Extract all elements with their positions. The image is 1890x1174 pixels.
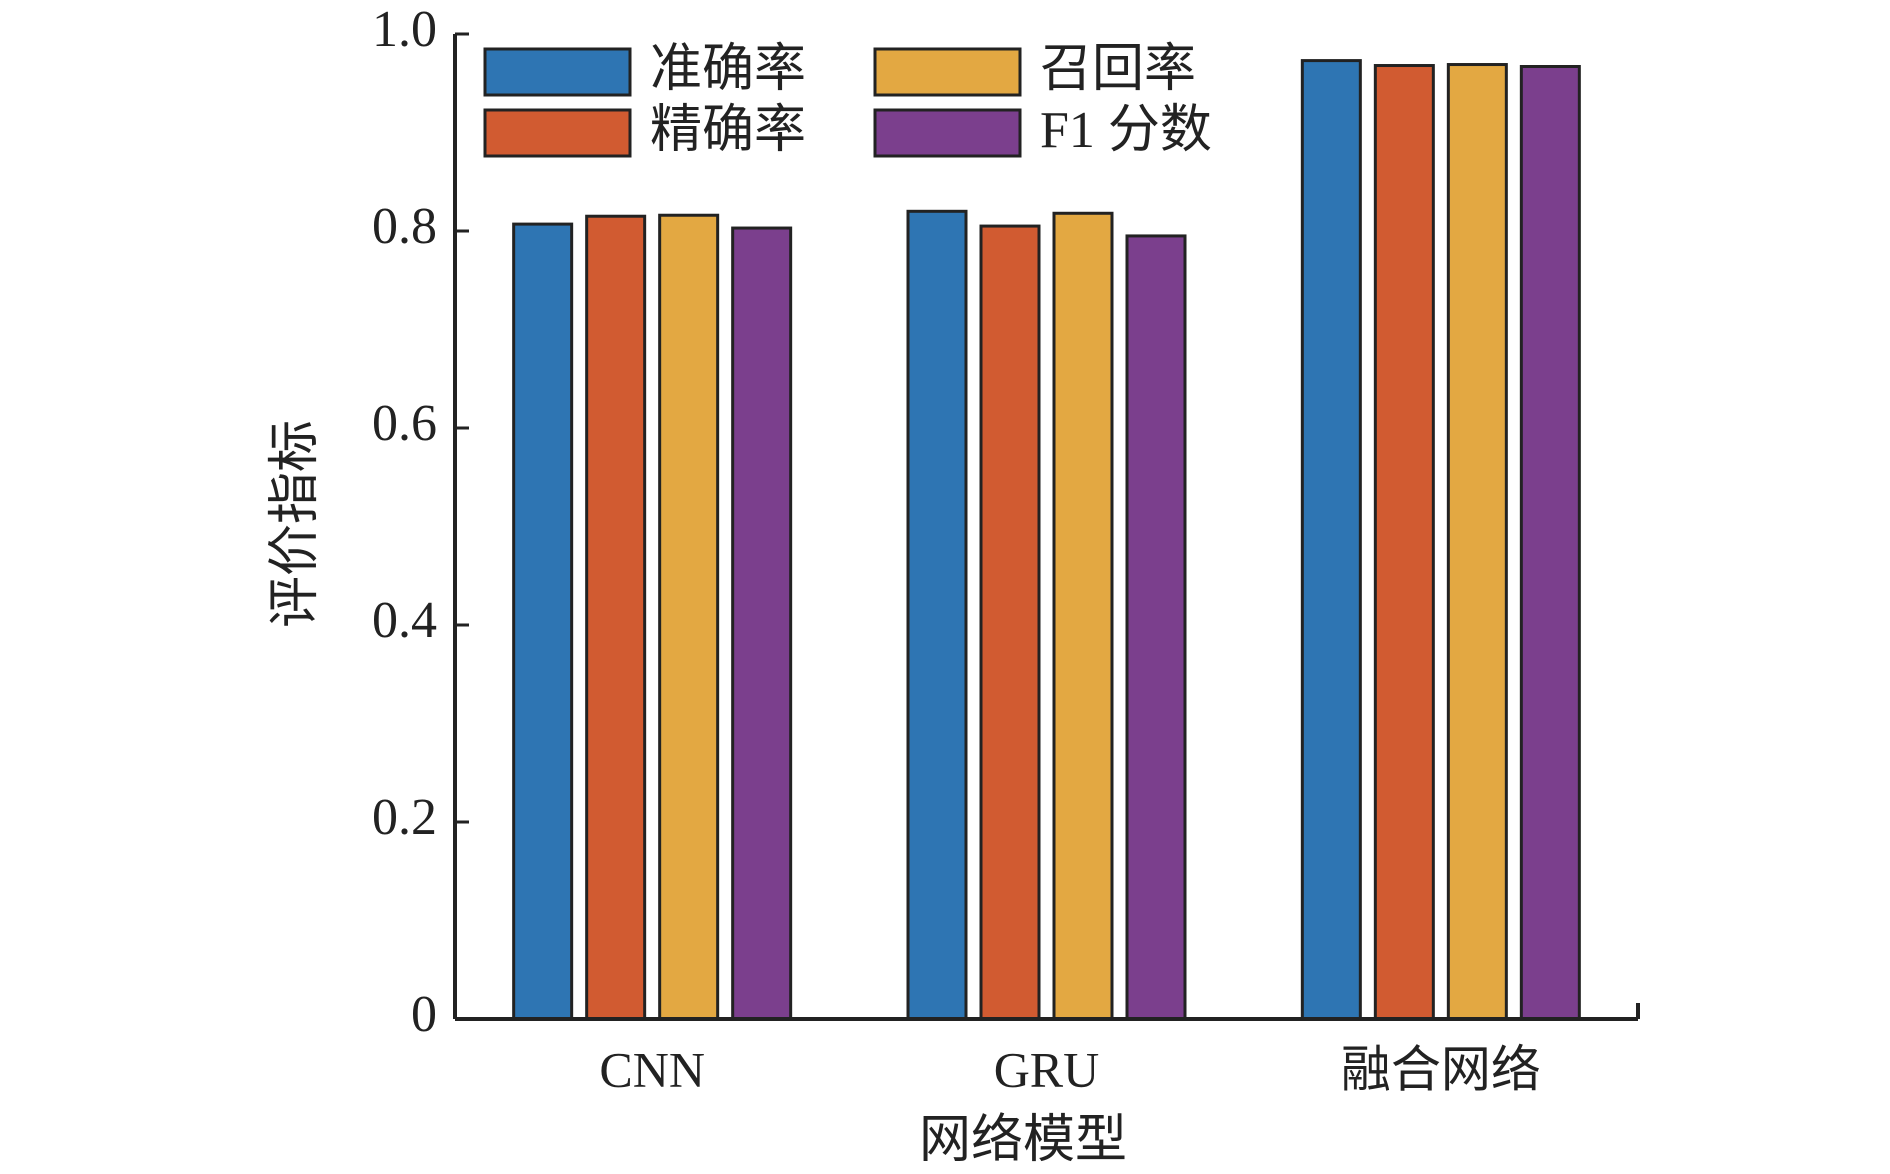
bar — [1052, 211, 1114, 1021]
y-axis-title: 评价指标 — [267, 420, 324, 628]
legend-label: 召回率 — [1040, 41, 1196, 98]
y-tick-label: 0.2 — [372, 789, 437, 846]
y-tick-label: 0.6 — [372, 395, 437, 452]
x-axis-title: 网络模型 — [919, 1112, 1127, 1169]
legend-label: F1 分数 — [1040, 102, 1212, 159]
legend-swatch — [483, 108, 632, 158]
bar — [585, 214, 647, 1021]
bar — [1125, 234, 1187, 1021]
y-tick-label: 0.4 — [372, 592, 437, 649]
bar — [658, 213, 720, 1021]
x-tick-label: GRU — [994, 1041, 1100, 1097]
bar — [906, 209, 968, 1021]
y-tick-label: 0 — [411, 986, 437, 1043]
legend-swatch — [873, 47, 1022, 97]
y-tick-label: 1.0 — [372, 1, 437, 58]
legend-label: 准确率 — [650, 41, 806, 98]
legend-label: 精确率 — [650, 102, 806, 159]
x-tick-label: 融合网络 — [1341, 1041, 1541, 1097]
bar — [979, 224, 1041, 1021]
bar — [1446, 63, 1508, 1021]
bar — [1519, 65, 1581, 1021]
bar — [731, 226, 793, 1021]
x-tick-label: CNN — [599, 1041, 705, 1097]
y-tick-label: 0.8 — [372, 198, 437, 255]
bar — [1300, 59, 1362, 1021]
legend-swatch — [483, 47, 632, 97]
legend-swatch — [873, 108, 1022, 158]
bar — [1373, 64, 1435, 1021]
bar — [512, 222, 574, 1021]
